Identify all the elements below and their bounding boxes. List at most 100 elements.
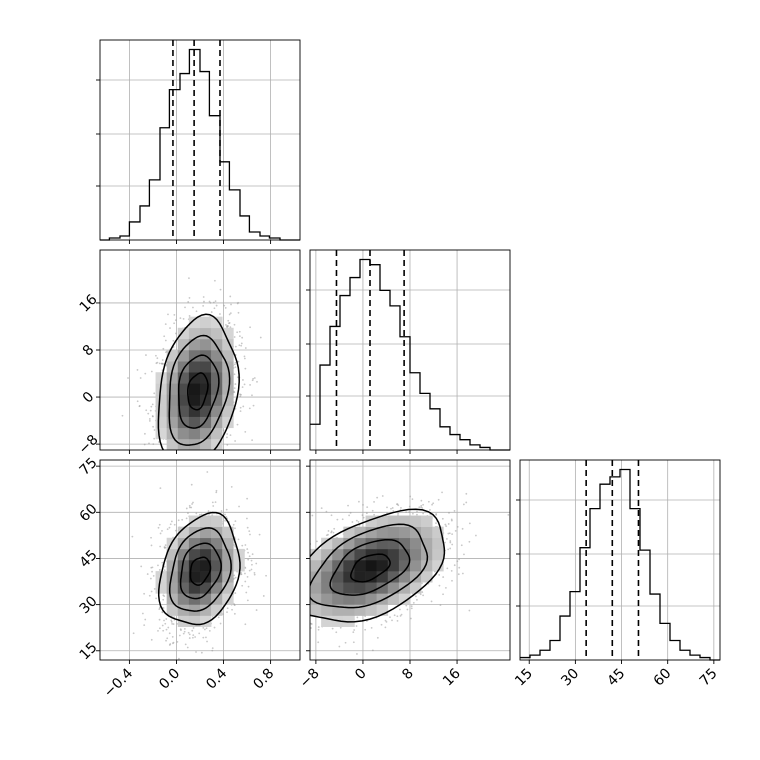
scatter-point — [226, 607, 229, 610]
scatter-point — [240, 342, 243, 345]
scatter-point — [233, 373, 236, 376]
scatter-point — [408, 511, 411, 514]
scatter-point — [239, 395, 242, 398]
density-cell — [211, 593, 223, 605]
density-cell — [387, 515, 400, 527]
density-cell — [211, 604, 223, 616]
density-cell — [200, 394, 212, 406]
density-cell — [354, 526, 366, 539]
density-cell — [155, 416, 167, 429]
scatter-point — [336, 518, 339, 521]
scatter-point — [248, 569, 251, 572]
scatter-point — [225, 324, 227, 326]
scatter-point — [157, 629, 159, 632]
density-cell — [166, 350, 179, 362]
scatter-point — [220, 510, 223, 512]
scatter-point — [225, 508, 228, 511]
scatter-point — [166, 470, 168, 472]
scatter-point — [191, 629, 194, 632]
scatter-point — [448, 511, 450, 514]
scatter-point — [132, 632, 135, 635]
scatter-point — [226, 433, 229, 435]
scatter-point — [339, 626, 342, 629]
density-cell — [166, 416, 179, 429]
scatter-point — [199, 456, 201, 458]
density-cell — [177, 582, 190, 594]
scatter-point — [248, 530, 251, 533]
scatter-point — [214, 300, 217, 303]
scatter-point — [211, 615, 214, 618]
density-cell — [354, 593, 366, 605]
scatter-point — [242, 379, 244, 381]
scatter-point — [140, 475, 142, 477]
scatter-point — [288, 642, 290, 644]
scatter-point — [179, 471, 181, 473]
scatter-point — [157, 526, 160, 529]
density-cell — [166, 593, 179, 605]
density-cell — [310, 582, 322, 594]
contour-level-1 — [177, 354, 220, 429]
density-cell — [177, 571, 190, 583]
scatter-point — [143, 592, 146, 595]
scatter-point — [150, 590, 153, 593]
density-cell — [188, 427, 201, 440]
scatter-point — [165, 351, 167, 354]
density-cell — [211, 316, 223, 329]
scatter-point — [330, 514, 333, 517]
scatter-point — [256, 380, 258, 383]
density-cell — [188, 372, 201, 384]
scatter-point — [456, 525, 459, 528]
scatter-point — [293, 567, 295, 569]
scatter-point — [255, 609, 258, 611]
x-tick-label: 45 — [604, 666, 628, 690]
scatter-point — [236, 331, 239, 334]
scatter-point — [209, 301, 212, 304]
density-cell — [376, 582, 389, 594]
scatter-point — [242, 405, 245, 408]
scatter-point — [535, 536, 537, 538]
histogram-step-1 — [310, 258, 510, 451]
scatter-point — [213, 307, 216, 310]
scatter-point — [213, 279, 216, 282]
density-cell — [166, 548, 179, 561]
scatter-point — [246, 548, 249, 550]
histogram-panel-2 — [516, 459, 721, 661]
panel-frame — [99, 459, 301, 661]
scatter-point — [200, 651, 203, 654]
scatter-point — [190, 483, 193, 486]
density-cell — [188, 327, 201, 340]
scatter-point — [143, 443, 146, 446]
scatter-point — [165, 453, 167, 455]
density-cell — [211, 438, 223, 450]
density-cell — [387, 560, 400, 572]
density-cell — [211, 537, 223, 550]
scatter-point — [444, 541, 446, 544]
scatter-point — [140, 565, 143, 568]
scatter-point — [156, 361, 159, 364]
scatter-point — [185, 471, 187, 473]
scatter-point — [421, 591, 424, 593]
scatter-point — [159, 545, 162, 548]
scatter-point — [204, 475, 206, 477]
scatter-point — [373, 501, 375, 503]
density-cell — [188, 560, 201, 572]
density-cell — [200, 548, 212, 561]
scatter-point — [178, 634, 181, 637]
scatter-point — [317, 626, 320, 628]
scatter-point — [186, 646, 189, 649]
scatter-point — [161, 561, 164, 564]
scatter-point — [244, 623, 247, 626]
scatter-point — [282, 606, 284, 608]
scatter-point — [141, 612, 144, 615]
scatter-point — [332, 531, 335, 534]
density-cell — [166, 372, 179, 384]
scatter-point — [243, 383, 246, 386]
scatter-point — [338, 645, 341, 648]
scatter-point — [177, 519, 180, 522]
scatter-point — [246, 517, 248, 520]
scatter-point — [240, 573, 243, 576]
y-tick-label: 15 — [77, 639, 101, 663]
contour-level-0 — [187, 372, 209, 411]
scatter-point — [365, 512, 368, 515]
scatter-point — [169, 327, 171, 329]
